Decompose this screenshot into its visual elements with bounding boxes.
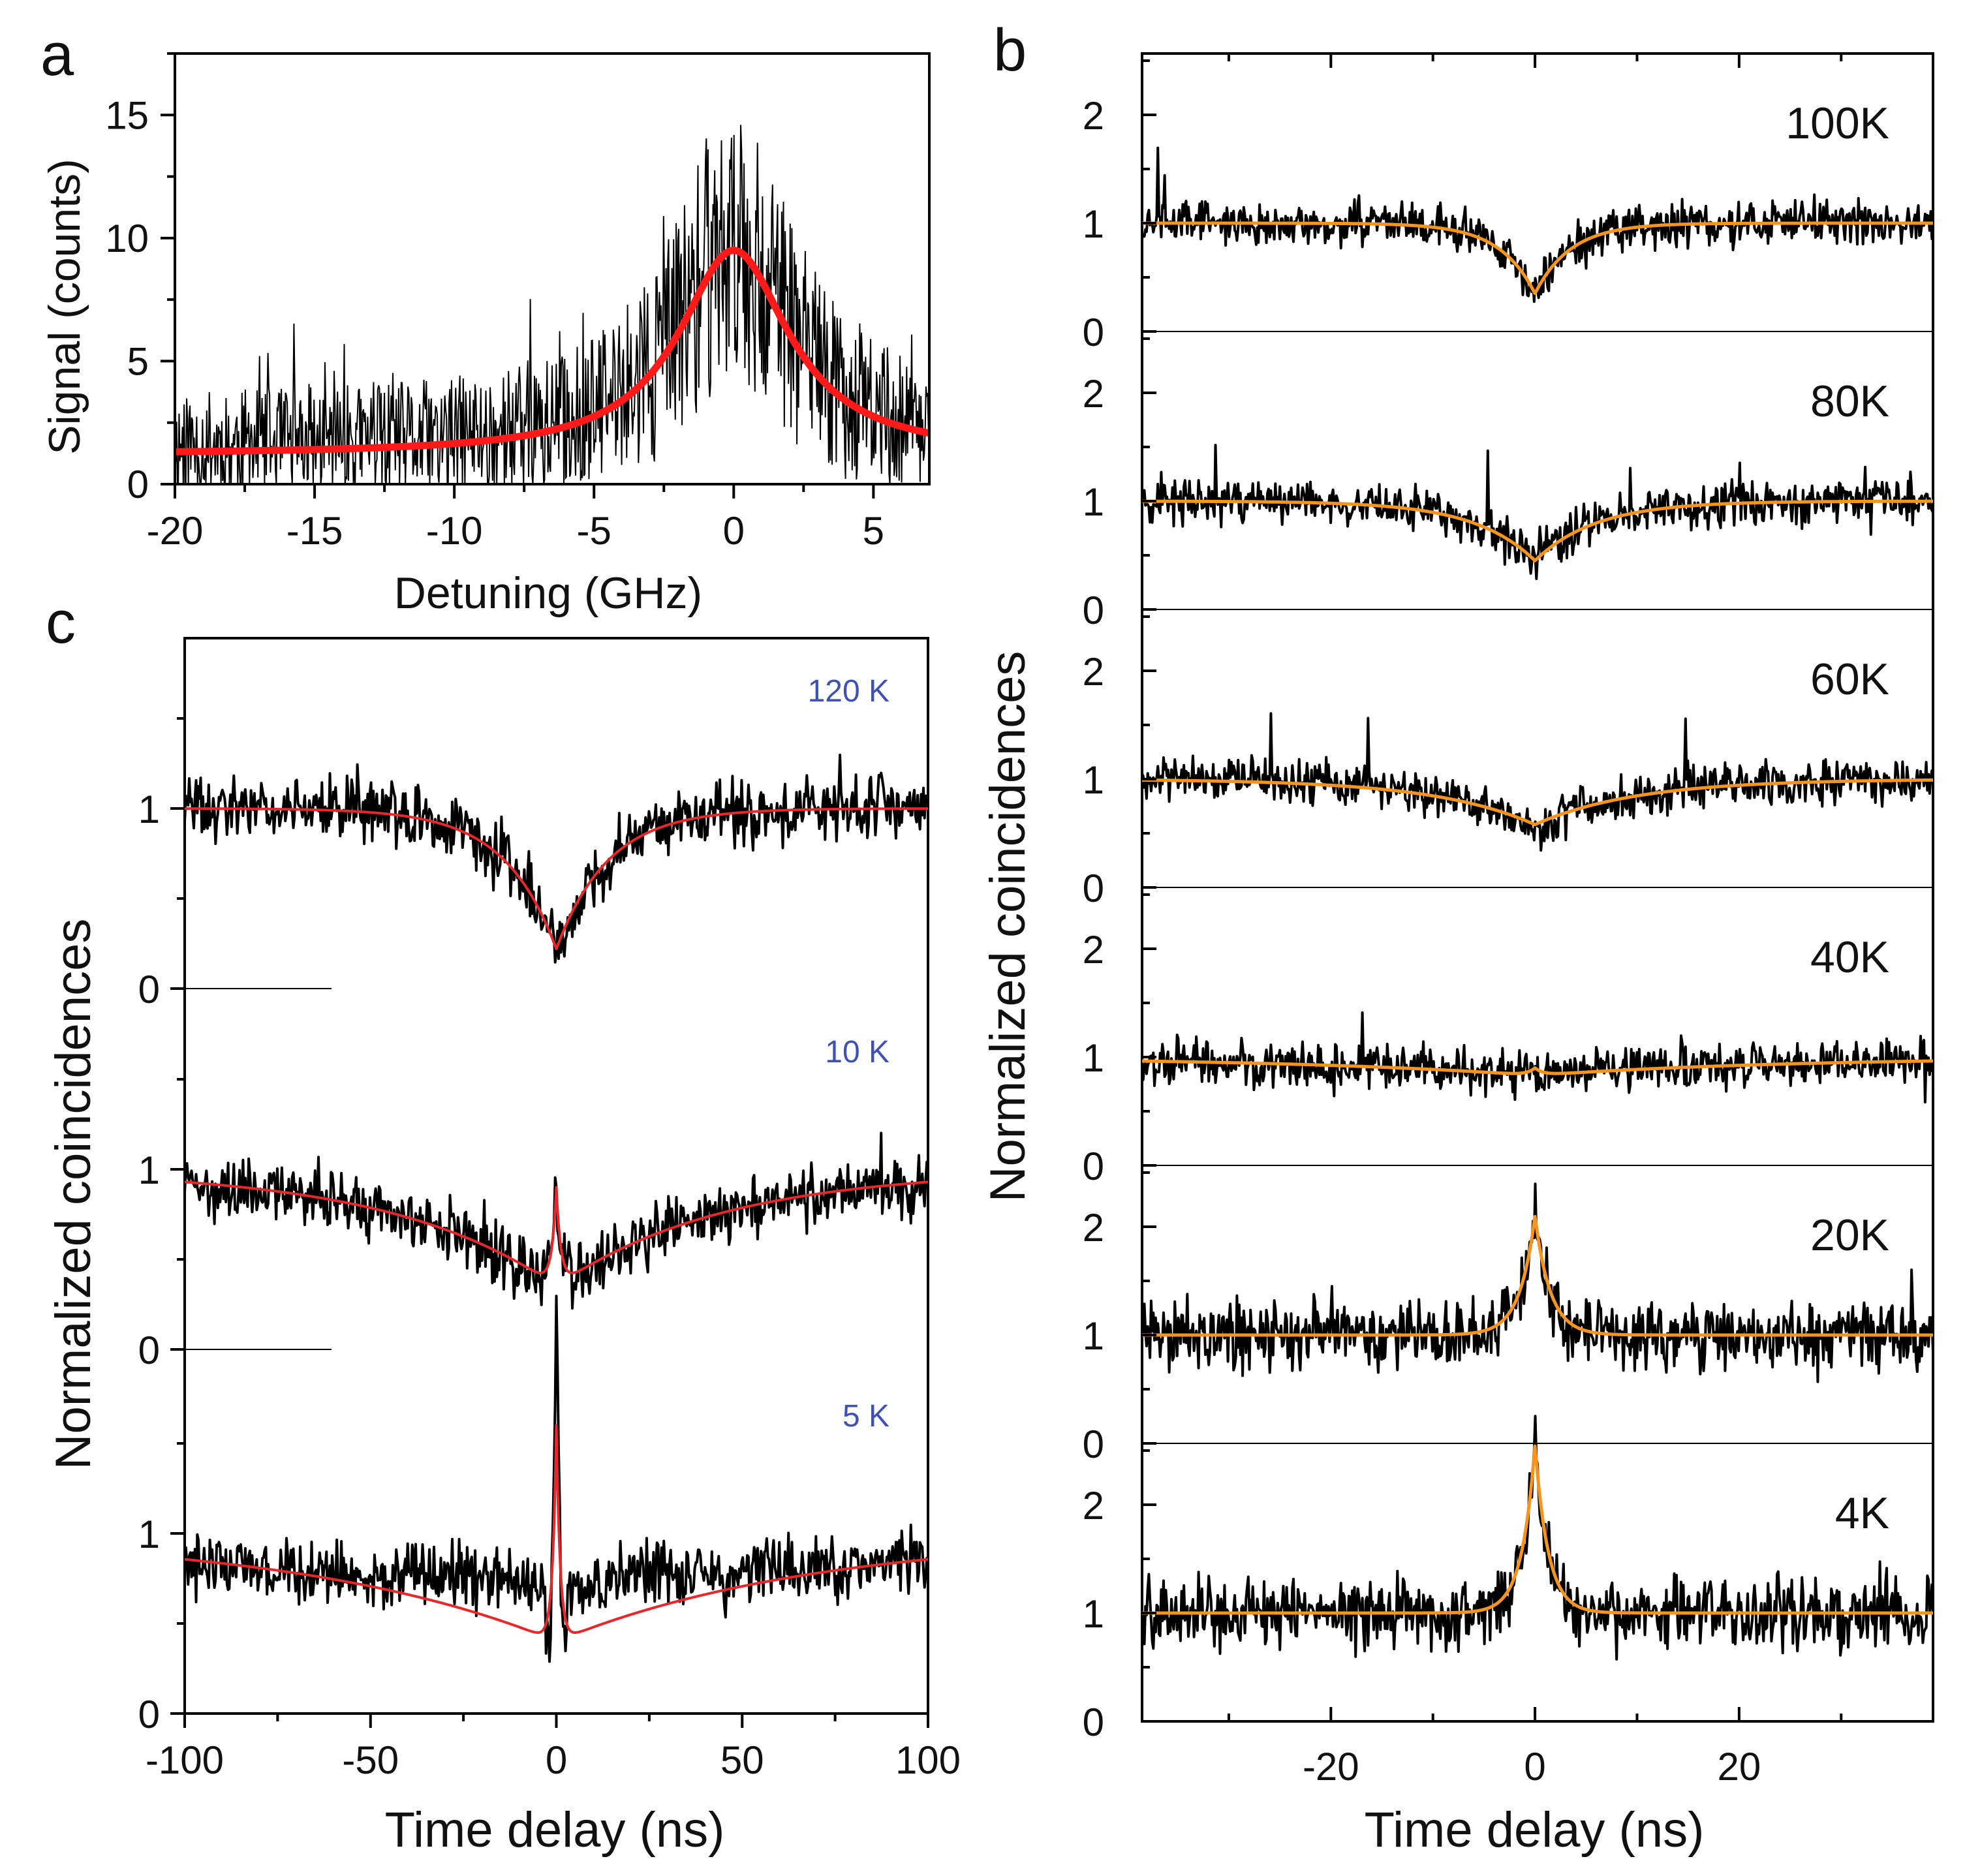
panel-b-data-trace bbox=[1141, 712, 1934, 852]
panel-b-fit-curve bbox=[1141, 499, 1934, 562]
panel-b-temp-label: 60K bbox=[1810, 654, 1889, 704]
panel-b-y-tick-label: 2 bbox=[1083, 372, 1104, 416]
panel-letter-a: a bbox=[40, 22, 74, 88]
panel-c-xlabel: Time delay (ns) bbox=[385, 1802, 725, 1858]
panel-a-xlabel: Detuning (GHz) bbox=[394, 568, 702, 618]
panel-c-temp-label: 10 K bbox=[825, 1035, 890, 1069]
panel-b-y-tick-label: 0 bbox=[1083, 867, 1104, 910]
panel-b-data-trace bbox=[1141, 1415, 1934, 1661]
panel-b-x-tick-label: -20 bbox=[1303, 1745, 1359, 1789]
panel-b-temp-label: 20K bbox=[1810, 1210, 1889, 1260]
panel-b-temp-label: 4K bbox=[1835, 1488, 1889, 1538]
panel-a-x-tick-label: -15 bbox=[286, 509, 343, 553]
panel-c-data-trace bbox=[183, 1131, 929, 1310]
panel-c-temp-label: 5 K bbox=[843, 1399, 890, 1434]
panel-b-y-tick-label: 0 bbox=[1083, 1700, 1104, 1744]
panel-b-xlabel: Time delay (ns) bbox=[1365, 1802, 1705, 1858]
panel-c-x-tick-label: 0 bbox=[546, 1738, 567, 1782]
panel-b-x-tick-label: 20 bbox=[1717, 1745, 1761, 1789]
panel-b-y-tick-label: 0 bbox=[1083, 1145, 1104, 1188]
panel-c-x-tick-label: 100 bbox=[895, 1738, 961, 1782]
panel-b-y-tick-label: 1 bbox=[1083, 1592, 1104, 1636]
panel-b-fit-curve bbox=[1141, 1059, 1934, 1075]
panel-b-y-tick-label: 1 bbox=[1083, 480, 1104, 524]
panel-b-temp-label: 80K bbox=[1810, 377, 1889, 426]
panel-b-x-tick-label: 0 bbox=[1524, 1745, 1545, 1789]
panel-b-y-tick-label: 1 bbox=[1083, 1036, 1104, 1080]
panel-c-y-tick-label: 0 bbox=[138, 1693, 160, 1736]
panel-a-y-tick-label: 15 bbox=[105, 93, 149, 137]
panel-b-y-tick-label: 1 bbox=[1083, 1314, 1104, 1358]
panel-letter-b: b bbox=[993, 17, 1027, 84]
panel-b-y-tick-label: 2 bbox=[1083, 928, 1104, 972]
panel-c-chart: 0 1 120 K 0 1 10 K 0 1 5 K -100 -50 0 50 100 bbox=[138, 637, 961, 1782]
panel-a-x-tick-label: 5 bbox=[863, 509, 884, 553]
panel-c-fit-curve bbox=[184, 1180, 929, 1274]
panel-c-y-tick-label: 0 bbox=[138, 1329, 160, 1372]
panel-b-fit-curve bbox=[1141, 221, 1934, 296]
panel-c-fit-curve bbox=[184, 1424, 929, 1634]
panel-b-fit-curve bbox=[1141, 1444, 1934, 1615]
panel-b-fit-curve bbox=[1141, 778, 1934, 827]
panel-c-ylabel: Normalized coincidences bbox=[46, 919, 101, 1470]
panel-b-y-tick-label: 2 bbox=[1083, 94, 1104, 138]
panel-a-x-tick-label: -10 bbox=[426, 509, 483, 553]
panel-a-x-tick-label: 0 bbox=[723, 509, 745, 553]
panel-a-frame bbox=[174, 52, 931, 485]
panel-b-y-tick-label: 2 bbox=[1083, 650, 1104, 694]
panel-c-x-tick-label: -100 bbox=[146, 1738, 224, 1782]
panel-a-fit-curve bbox=[173, 247, 931, 455]
panel-a-x-tick-label: -20 bbox=[147, 509, 204, 553]
panel-b-temp-label: 100K bbox=[1786, 99, 1889, 148]
panel-b-data-trace bbox=[1141, 1011, 1934, 1104]
panel-c-y-tick-label: 0 bbox=[138, 968, 160, 1011]
panel-a-chart: -20 -15 -10 -5 0 5 0 5 10 15 bbox=[105, 52, 931, 553]
panel-a-x-tick-label: -5 bbox=[577, 509, 611, 553]
panel-a-y-tick-label: 10 bbox=[105, 217, 149, 260]
panel-c-y-tick-label: 1 bbox=[138, 1148, 160, 1192]
panel-a-y-tick-label: 5 bbox=[127, 339, 149, 383]
panel-letter-c: c bbox=[46, 589, 76, 656]
panel-b-y-tick-label: 2 bbox=[1083, 1206, 1104, 1250]
panel-a-ylabel: Signal (counts) bbox=[40, 159, 89, 455]
panel-b-y-tick-label: 1 bbox=[1083, 758, 1104, 802]
panel-a-y-tick-label: 0 bbox=[127, 463, 149, 506]
panel-b-y-tick-label: 0 bbox=[1083, 1422, 1104, 1466]
panel-c-y-tick-label: 1 bbox=[138, 788, 160, 831]
panel-c-y-tick-label: 1 bbox=[138, 1513, 160, 1556]
panel-c-x-tick-label: 50 bbox=[720, 1738, 764, 1782]
panel-b-y-tick-label: 2 bbox=[1083, 1484, 1104, 1528]
panel-c-temp-label: 120 K bbox=[808, 674, 890, 709]
panel-b-temp-label: 40K bbox=[1810, 932, 1889, 982]
panel-c-fit-curve bbox=[184, 807, 929, 951]
panel-b-chart: 0 1 2 100K 0 1 2 80K 0 1 2 60K 0 1 2 40K 0 1 2 20K 0 1 2 4K -20 0… bbox=[1083, 52, 1934, 1789]
panel-a-data-trace bbox=[174, 125, 930, 485]
panel-b-fit-curve bbox=[1141, 1214, 1934, 1337]
panel-b-y-tick-label: 0 bbox=[1083, 311, 1104, 354]
panel-c-data-trace bbox=[183, 754, 929, 964]
panel-b-ylabel: Normalized coincidences bbox=[980, 651, 1036, 1203]
panel-b-y-tick-label: 1 bbox=[1083, 202, 1104, 246]
panel-b-y-tick-label: 0 bbox=[1083, 589, 1104, 632]
panel-c-x-tick-label: -50 bbox=[342, 1738, 399, 1782]
